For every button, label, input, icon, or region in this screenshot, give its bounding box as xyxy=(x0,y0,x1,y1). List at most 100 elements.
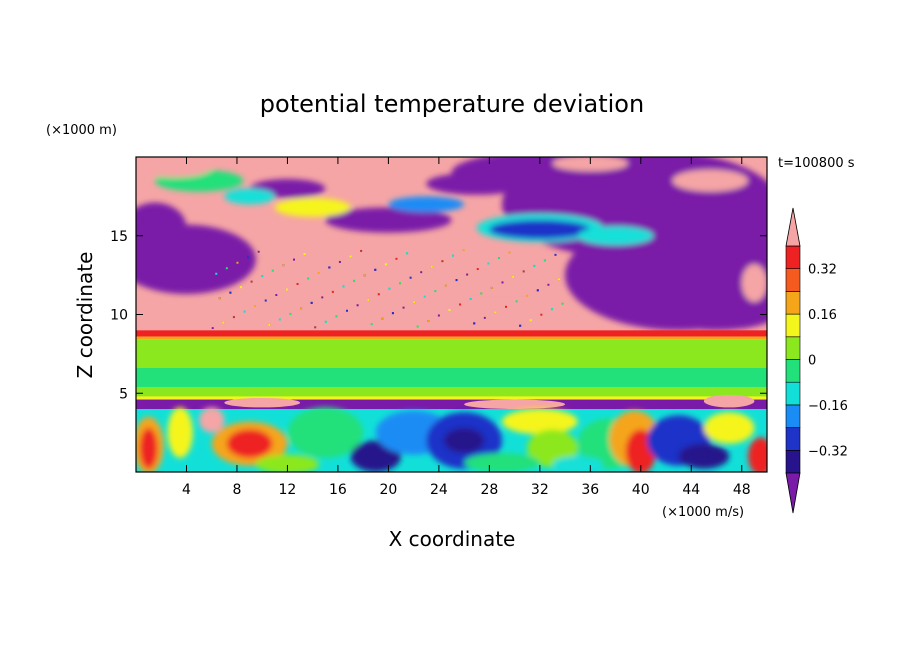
red-band xyxy=(136,330,767,337)
speckle xyxy=(480,292,483,295)
speckle xyxy=(292,258,295,261)
speckle xyxy=(215,272,218,275)
speckle xyxy=(331,290,334,293)
x-tick-label: 12 xyxy=(279,482,297,498)
speckle xyxy=(317,271,320,274)
speckle xyxy=(285,288,288,291)
field-blob xyxy=(274,197,351,217)
x-tick-label: 20 xyxy=(379,482,397,498)
speckle xyxy=(444,284,447,287)
field-blob xyxy=(703,394,755,408)
speckle xyxy=(363,274,366,277)
speckle xyxy=(550,308,553,311)
colorbar: 0.32 0.16 0 −0.16 −0.32 xyxy=(785,207,848,514)
y-tick-label: 15 xyxy=(110,229,128,245)
colorbar-segment xyxy=(785,449,801,474)
speckle xyxy=(494,311,497,314)
field-blob xyxy=(224,397,301,408)
speckle xyxy=(522,270,525,273)
colorbar-segment xyxy=(785,291,801,315)
speckle xyxy=(505,305,508,308)
speckle xyxy=(416,325,419,328)
speckle xyxy=(515,300,518,303)
speckle xyxy=(469,297,472,300)
speckle xyxy=(335,315,338,318)
field-blob xyxy=(199,407,225,433)
field-blob xyxy=(325,207,452,233)
speckle xyxy=(554,253,557,256)
upper-structures xyxy=(136,157,767,331)
speckle xyxy=(413,301,416,304)
speckle xyxy=(437,314,440,317)
speckle xyxy=(391,312,394,315)
speckle xyxy=(423,295,426,298)
speckle xyxy=(490,286,493,289)
y-axis: 5 10 15 xyxy=(110,229,767,402)
x-axis: 4 8 12 16 20 24 28 32 36 40 44 48 xyxy=(182,157,751,498)
speckle xyxy=(211,327,214,330)
speckle xyxy=(239,286,242,289)
speckle xyxy=(264,299,267,302)
colorbar-label: −0.16 xyxy=(808,399,848,414)
speckle xyxy=(409,276,412,279)
speckle xyxy=(402,306,405,309)
speckle xyxy=(526,294,529,297)
speckle xyxy=(540,313,543,316)
field-blob xyxy=(139,427,158,469)
speckle xyxy=(374,268,377,271)
speckle xyxy=(243,310,246,313)
speckle xyxy=(271,269,274,272)
colorbar-label: −0.32 xyxy=(808,444,848,459)
speckle xyxy=(356,304,359,307)
speckle xyxy=(360,249,363,252)
colorbar-segment xyxy=(785,359,801,383)
x-tick-label: 8 xyxy=(232,482,241,498)
speckle xyxy=(452,254,455,257)
field-blob xyxy=(167,407,193,458)
green-streak xyxy=(136,368,767,387)
speckle xyxy=(395,257,398,260)
field-blob xyxy=(388,196,465,213)
field-blob xyxy=(226,429,273,458)
speckle xyxy=(434,290,437,293)
x-units-label: (×1000 m/s) xyxy=(662,505,744,520)
speckle xyxy=(487,262,490,265)
colorbar-segment xyxy=(785,404,801,428)
speckle xyxy=(303,253,306,256)
speckle xyxy=(289,312,292,315)
speckle xyxy=(345,309,348,312)
speckle xyxy=(324,320,327,323)
speckle xyxy=(427,320,430,323)
field-blob xyxy=(464,453,540,472)
speckle xyxy=(218,297,221,300)
field-blob xyxy=(287,407,364,458)
purple-strip xyxy=(136,399,767,409)
colorbar-segment xyxy=(785,268,801,292)
speckle xyxy=(462,249,465,252)
orange-band xyxy=(136,336,767,340)
speckle xyxy=(254,305,257,308)
colorbar-extend-top xyxy=(785,207,801,247)
speckle xyxy=(508,251,511,254)
speckle xyxy=(497,257,500,260)
speckle xyxy=(459,303,462,306)
speckle xyxy=(310,301,313,304)
field-blob xyxy=(678,443,730,469)
speckle xyxy=(222,321,225,324)
x-tick-label: 4 xyxy=(182,482,191,498)
field-blob xyxy=(741,264,767,302)
speckle xyxy=(512,275,515,278)
field-blob xyxy=(678,292,730,306)
speckle xyxy=(321,296,324,299)
speckle xyxy=(501,281,504,284)
x-tick-label: 24 xyxy=(430,482,448,498)
speckle xyxy=(533,264,536,267)
colorbar-extend-bottom xyxy=(785,472,801,514)
speckle xyxy=(519,324,522,327)
field-blob xyxy=(255,454,319,472)
x-tick-label: 28 xyxy=(480,482,498,498)
y-tick-label: 10 xyxy=(110,308,128,324)
speckle xyxy=(225,267,228,270)
speckle xyxy=(236,261,239,264)
